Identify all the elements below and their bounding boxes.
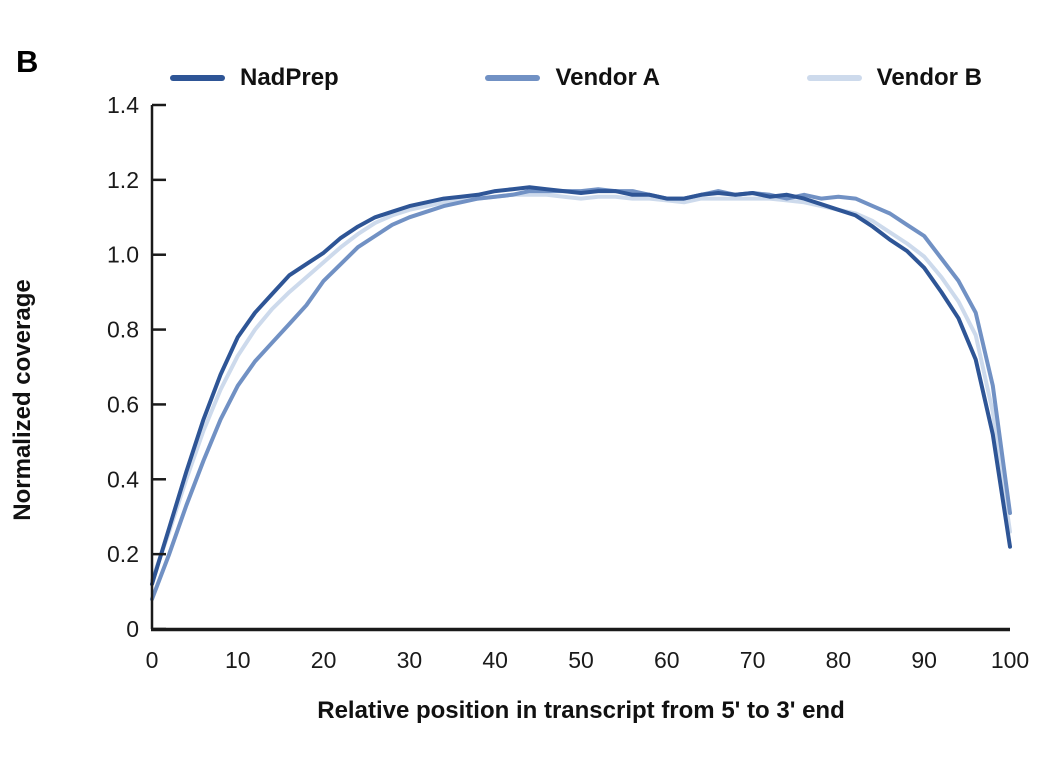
y-axis-title: Normalized coverage	[9, 279, 36, 520]
y-tick-label: 0	[126, 616, 139, 642]
legend-label-vendor-a: Vendor A	[555, 64, 660, 91]
x-tick-label: 10	[225, 647, 251, 673]
y-axis-tick-labels: 0 0.2 0.4 0.6 0.8 1.0 1.2 1.4	[107, 92, 139, 642]
x-tick-label: 60	[654, 647, 680, 673]
panel-label: B	[16, 44, 39, 79]
legend: NadPrep Vendor A Vendor B	[170, 62, 982, 94]
x-tick-label: 30	[397, 647, 423, 673]
x-tick-label: 40	[482, 647, 508, 673]
x-tick-label: 90	[911, 647, 937, 673]
x-tick-label: 80	[826, 647, 852, 673]
series-line-nadprep	[150, 185, 1012, 587]
vendor-b-line-swatch-icon	[806, 75, 862, 81]
legend-item-vendor-a: Vendor A	[485, 64, 660, 91]
legend-item-nadprep: NadPrep	[170, 66, 339, 90]
x-tick-label: 0	[146, 647, 159, 673]
y-tick-label: 0.4	[107, 466, 139, 492]
legend-label-vendor-b: Vendor B	[876, 64, 982, 91]
x-tick-label: 20	[311, 647, 337, 673]
series-lines	[150, 185, 1012, 602]
x-tick-label: 100	[991, 647, 1029, 673]
x-tick-label: 50	[568, 647, 594, 673]
axes	[150, 103, 1010, 632]
nadprep-line-swatch-icon	[170, 75, 225, 81]
vendor-a-line-swatch-icon	[485, 75, 541, 81]
y-tick-label: 0.2	[107, 541, 139, 567]
series-line-vendor-a	[150, 187, 1012, 602]
series-line-vendor-b	[150, 192, 1012, 583]
y-tick-label: 1.4	[107, 92, 139, 118]
x-tick-label: 70	[740, 647, 766, 673]
y-tick-label: 1.2	[107, 167, 139, 193]
x-axis-tick-labels: 0 10 20 30 40 50 60 70 80 90 100	[146, 647, 1030, 673]
legend-label-nadprep: NadPrep	[240, 64, 339, 91]
y-tick-label: 1.0	[107, 242, 139, 268]
y-tick-label: 0.8	[107, 317, 139, 343]
y-tick-label: 0.6	[107, 391, 139, 417]
legend-item-vendor-b: Vendor B	[806, 64, 982, 91]
x-axis-title: Relative position in transcript from 5' …	[317, 697, 845, 724]
